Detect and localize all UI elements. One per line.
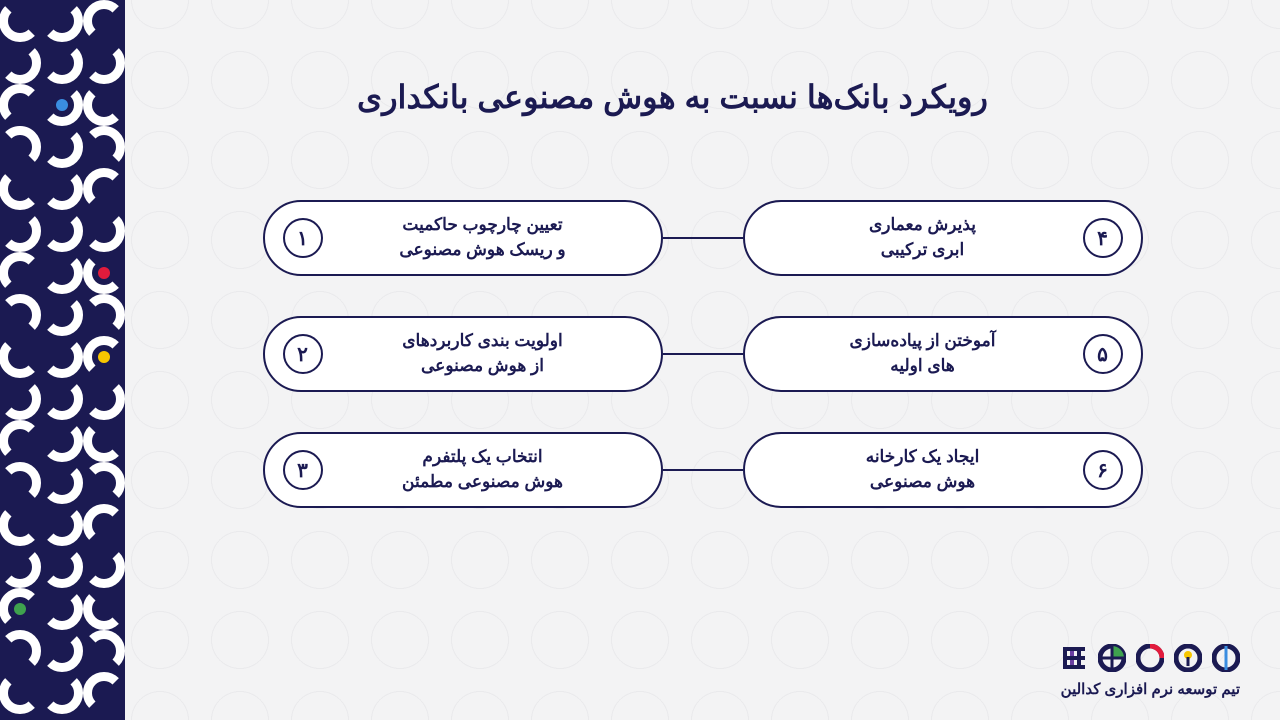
- pill-left-1: ۴ پذیرش معماری ابری ترکیبی: [743, 200, 1143, 276]
- bars-purple-icon: [1060, 644, 1088, 672]
- circle-quarter-green-icon: [1098, 644, 1126, 672]
- pill-text: پذیرش معماری ابری ترکیبی: [763, 213, 1083, 262]
- main-content: رویکرد بانک‌ها نسبت به هوش مصنوعی بانکدا…: [125, 0, 1280, 720]
- pill-right-2: ۲ اولویت بندی کاربردهای از هوش مصنوعی: [263, 316, 663, 392]
- page-title: رویکرد بانک‌ها نسبت به هوش مصنوعی بانکدا…: [125, 78, 1220, 116]
- item-row: ۲ اولویت بندی کاربردهای از هوش مصنوعی ۵ …: [125, 316, 1280, 392]
- circle-ring-red-icon: [1136, 644, 1164, 672]
- connector-line: [663, 237, 743, 239]
- num-badge: ۶: [1083, 450, 1123, 490]
- pill-text: انتخاب یک پلتفرم هوش مصنوعی مطمئن: [323, 445, 643, 494]
- logo-row: [1060, 644, 1240, 672]
- pill-right-1: ۱ تعیین چارچوب حاکمیت و ریسک هوش مصنوعی: [263, 200, 663, 276]
- num-badge: ۲: [283, 334, 323, 374]
- pill-text: تعیین چارچوب حاکمیت و ریسک هوش مصنوعی: [323, 213, 643, 262]
- item-row: ۳ انتخاب یک پلتفرم هوش مصنوعی مطمئن ۶ ای…: [125, 432, 1280, 508]
- items-area: ۱ تعیین چارچوب حاکمیت و ریسک هوش مصنوعی …: [125, 200, 1280, 508]
- connector-line: [663, 353, 743, 355]
- num-badge: ۴: [1083, 218, 1123, 258]
- pill-text: ایجاد یک کارخانه هوش مصنوعی: [763, 445, 1083, 494]
- footer-text: تیم توسعه نرم افزاری کدالین: [1060, 680, 1240, 698]
- item-row: ۱ تعیین چارچوب حاکمیت و ریسک هوش مصنوعی …: [125, 200, 1280, 276]
- num-badge: ۳: [283, 450, 323, 490]
- pill-text: اولویت بندی کاربردهای از هوش مصنوعی: [323, 329, 643, 378]
- pill-left-2: ۵ آموختن از پیاده‌سازی های اولیه: [743, 316, 1143, 392]
- sidebar-pattern: [0, 0, 125, 720]
- pill-right-3: ۳ انتخاب یک پلتفرم هوش مصنوعی مطمئن: [263, 432, 663, 508]
- num-badge: ۱: [283, 218, 323, 258]
- footer: تیم توسعه نرم افزاری کدالین: [1060, 644, 1240, 698]
- connector-line: [663, 469, 743, 471]
- pill-text: آموختن از پیاده‌سازی های اولیه: [763, 329, 1083, 378]
- num-badge: ۵: [1083, 334, 1123, 374]
- pill-left-3: ۶ ایجاد یک کارخانه هوش مصنوعی: [743, 432, 1143, 508]
- circle-split-blue-icon: [1212, 644, 1240, 672]
- circle-key-yellow-icon: [1174, 644, 1202, 672]
